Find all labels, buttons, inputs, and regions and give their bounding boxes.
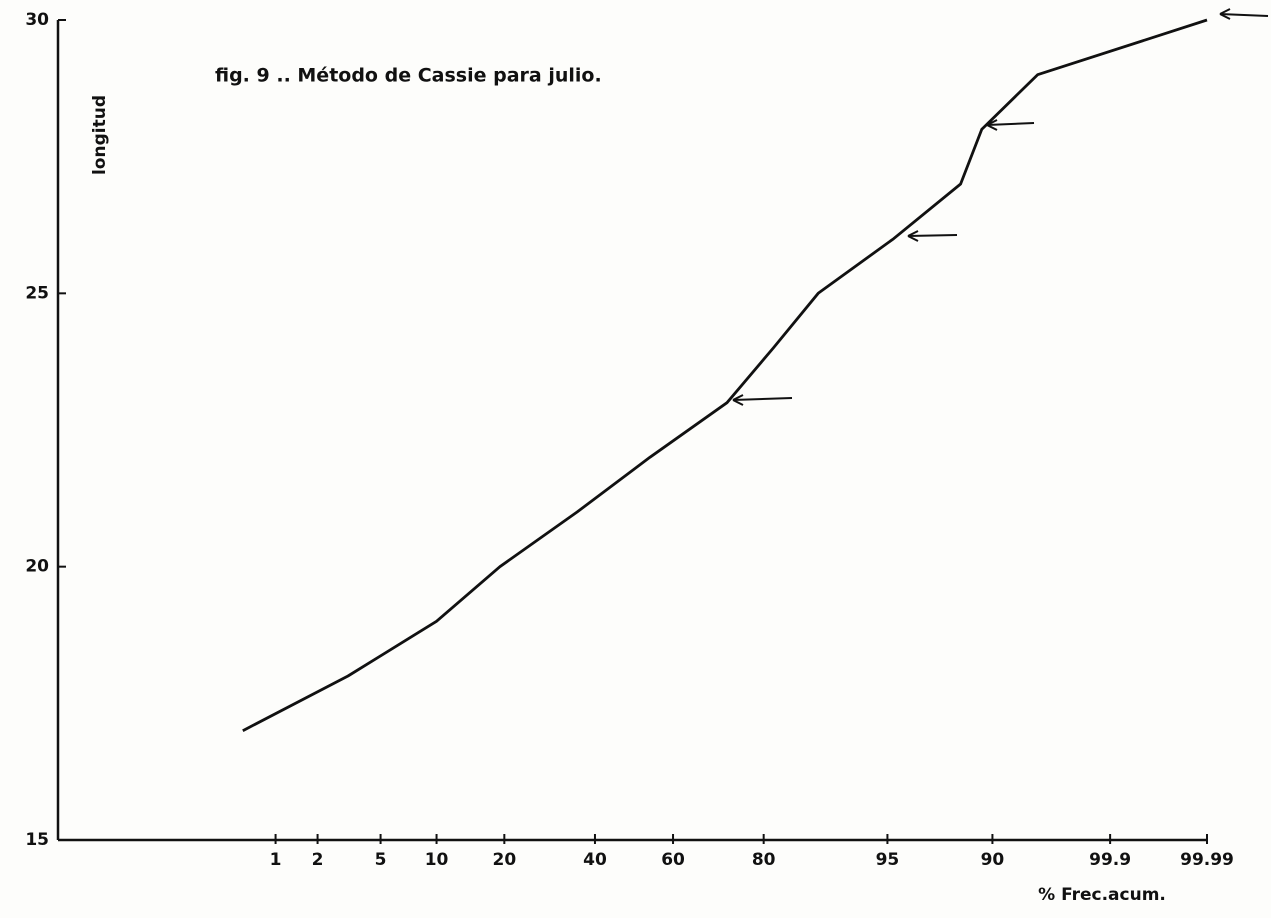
x-tick-label: 95: [876, 850, 900, 870]
y-axis-label: longitud: [90, 95, 110, 175]
x-tick-label: 2: [312, 850, 324, 870]
x-tick-label: 99.9: [1089, 850, 1131, 870]
y-tick-label: 15: [25, 830, 49, 850]
x-tick-label: 99.99: [1180, 850, 1234, 870]
x-tick-label: 80: [752, 850, 776, 870]
x-tick-label: 90: [981, 850, 1005, 870]
y-tick-label: 25: [25, 283, 49, 303]
x-tick-label: 1: [270, 850, 282, 870]
x-tick-label: 60: [661, 850, 685, 870]
x-tick-label: 5: [375, 850, 387, 870]
x-tick-label: 40: [583, 850, 607, 870]
y-tick-label: 20: [25, 557, 49, 577]
x-axis-label: % Frec.acum.: [1038, 885, 1166, 905]
x-tick-label: 10: [425, 850, 449, 870]
data-line: [242, 18, 1208, 732]
chart-title: fig. 9 .. Método de Cassie para julio.: [215, 65, 602, 87]
annotation-arrows: [732, 8, 1269, 406]
x-tick-label: 20: [492, 850, 516, 870]
y-tick-label: 30: [25, 10, 49, 30]
